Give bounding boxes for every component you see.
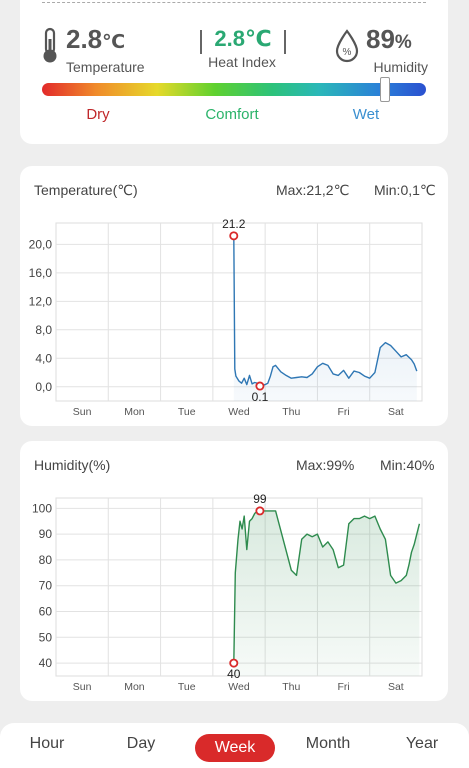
temperature-min-label: Min:0,1℃ bbox=[374, 182, 436, 198]
humidity-drop-icon: % bbox=[335, 29, 359, 63]
temperature-chart-card: Temperature(℃) Max:21,2℃ Min:0,1℃ Sun Mon… bbox=[20, 166, 448, 426]
comfort-scale-knob bbox=[379, 77, 390, 102]
temperature-chart: Sun Mon Tue Wed Thu Fri Sat 0,0 4,0 8,0 12,0 16,0 20… bbox=[29, 217, 423, 418]
y-tick-label: 50 bbox=[39, 630, 53, 644]
humidity-max-label: Max:99% bbox=[296, 457, 355, 473]
y-tick-label: 4,0 bbox=[35, 351, 52, 365]
x-tick-label: Mon bbox=[124, 681, 145, 693]
x-tick-label: Sun bbox=[73, 681, 92, 693]
humidity-chart-card: Humidity(%) Max:99% Min:40% Sun Mon Tue Wed… bbox=[20, 441, 448, 701]
tab-month[interactable]: Month bbox=[305, 735, 351, 752]
x-tick-label: Wed bbox=[228, 681, 250, 693]
data-label: 21.2 bbox=[222, 217, 246, 231]
x-tick-label: Thu bbox=[282, 406, 300, 418]
series-area bbox=[233, 235, 417, 401]
data-label: 99 bbox=[253, 492, 267, 506]
x-tick-label: Sun bbox=[73, 406, 92, 418]
y-tick-label: 80 bbox=[39, 553, 53, 567]
divider-left bbox=[200, 30, 202, 54]
y-tick-label: 20,0 bbox=[29, 237, 53, 251]
thermometer-icon bbox=[43, 27, 57, 63]
divider-right bbox=[284, 30, 286, 54]
period-tab-bar: Hour Day Week Month Year bbox=[0, 723, 469, 768]
scale-label-dry: Dry bbox=[86, 106, 110, 123]
y-tick-label: 12,0 bbox=[29, 294, 53, 308]
tab-hour[interactable]: Hour bbox=[29, 735, 65, 752]
humidity-unit: % bbox=[394, 32, 412, 53]
x-tick-label: Mon bbox=[124, 406, 145, 418]
temperature-max-label: Max:21,2℃ bbox=[276, 182, 350, 198]
max-marker bbox=[229, 231, 239, 241]
y-tick-label: 8,0 bbox=[35, 323, 52, 337]
plot-frame bbox=[55, 222, 423, 402]
tab-year[interactable]: Year bbox=[405, 735, 439, 752]
series-line bbox=[233, 235, 418, 387]
temperature-label: Temperature bbox=[66, 59, 145, 75]
x-tick-label: Sat bbox=[388, 681, 404, 693]
summary-card: 2.8℃ Temperature 2.8℃ Heat Index % 89% H… bbox=[20, 0, 448, 144]
svg-text:%: % bbox=[343, 47, 352, 58]
x-tick-label: Sat bbox=[388, 406, 404, 418]
y-tick-label: 16,0 bbox=[29, 266, 53, 280]
scale-label-comfort: Comfort bbox=[205, 106, 259, 123]
scale-label-wet: Wet bbox=[352, 106, 380, 123]
y-tick-label: 60 bbox=[39, 605, 53, 619]
y-tick-label: 0,0 bbox=[35, 380, 52, 394]
x-tick-label: Fri bbox=[337, 406, 349, 418]
y-tick-label: 100 bbox=[32, 501, 52, 515]
y-tick-label: 90 bbox=[39, 527, 53, 541]
heat-index-value: 2.8℃ bbox=[214, 26, 272, 51]
x-tick-label: Wed bbox=[228, 406, 250, 418]
humidity-label: Humidity bbox=[373, 59, 428, 75]
series-area bbox=[233, 510, 420, 676]
x-tick-label: Tue bbox=[178, 406, 196, 418]
humidity-min-label: Min:40% bbox=[380, 457, 435, 473]
data-label: 40 bbox=[227, 667, 241, 681]
tab-day[interactable]: Day bbox=[126, 735, 156, 752]
comfort-scale-bar bbox=[42, 83, 426, 96]
min-marker bbox=[229, 658, 239, 668]
heat-index-label: Heat Index bbox=[208, 54, 276, 70]
x-tick-label: Fri bbox=[337, 681, 349, 693]
humidity-chart: Sun Mon Tue Wed Thu Fri Sat 40 50 60 70 80 90 100 99 40 bbox=[32, 492, 423, 693]
temperature-unit: ℃ bbox=[102, 32, 126, 53]
humidity-number: 89 bbox=[366, 24, 395, 54]
max-marker bbox=[255, 506, 265, 516]
humidity-value: 89% bbox=[366, 24, 412, 55]
min-marker bbox=[255, 381, 265, 391]
temperature-value: 2.8℃ bbox=[66, 24, 125, 55]
y-tick-label: 40 bbox=[39, 656, 53, 670]
temperature-chart-title: Temperature(℃) bbox=[34, 182, 138, 198]
humidity-chart-title: Humidity(%) bbox=[34, 457, 111, 473]
x-tick-label: Tue bbox=[178, 681, 196, 693]
tab-week[interactable]: Week bbox=[195, 734, 275, 762]
data-label: 0.1 bbox=[252, 390, 269, 404]
temperature-number: 2.8 bbox=[66, 24, 103, 54]
x-tick-label: Thu bbox=[282, 681, 300, 693]
divider bbox=[42, 2, 426, 3]
y-tick-label: 70 bbox=[39, 579, 53, 593]
series-line bbox=[233, 510, 421, 664]
